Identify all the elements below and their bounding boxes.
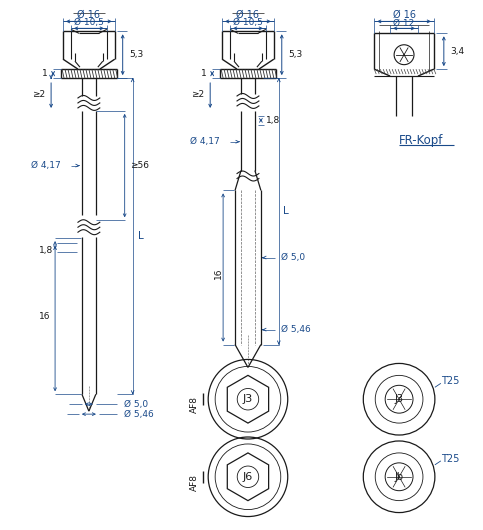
Text: 1: 1: [201, 69, 207, 78]
Text: 1,8: 1,8: [39, 246, 53, 255]
Text: Ø 16: Ø 16: [393, 10, 415, 20]
Text: T25: T25: [441, 454, 459, 464]
Text: T25: T25: [441, 376, 459, 386]
Text: J6: J6: [243, 472, 253, 482]
Text: 16: 16: [39, 312, 50, 321]
Text: J3: J3: [395, 394, 404, 404]
Text: J3: J3: [243, 394, 253, 404]
Text: Ø 5,46: Ø 5,46: [124, 410, 154, 419]
Text: ≥56: ≥56: [129, 161, 149, 170]
Text: 5,3: 5,3: [129, 50, 144, 59]
Text: Ø 12: Ø 12: [394, 19, 415, 28]
Text: 3,4: 3,4: [450, 47, 464, 56]
Text: Ø 4,17: Ø 4,17: [31, 161, 61, 170]
Text: Ø 5,0: Ø 5,0: [281, 253, 305, 262]
Text: 5,3: 5,3: [289, 50, 303, 59]
Text: AF8: AF8: [190, 474, 199, 491]
Text: ≥2: ≥2: [191, 90, 204, 99]
Text: FR-Kopf: FR-Kopf: [399, 134, 443, 147]
Text: L: L: [283, 206, 288, 216]
Text: 16: 16: [213, 268, 223, 279]
Text: 1,8: 1,8: [266, 116, 280, 125]
Text: Ø 5,0: Ø 5,0: [124, 400, 148, 409]
Text: Ø 5,46: Ø 5,46: [281, 325, 311, 334]
Text: Ø 16: Ø 16: [77, 10, 100, 20]
Text: Ø 16: Ø 16: [237, 10, 259, 20]
Text: L: L: [138, 231, 143, 241]
Text: Ø 10,5: Ø 10,5: [74, 18, 104, 27]
Text: 1: 1: [43, 69, 48, 78]
Text: ≥2: ≥2: [32, 90, 45, 99]
Text: Jb: Jb: [395, 472, 404, 482]
Text: Ø 4,17: Ø 4,17: [190, 137, 220, 146]
Text: Ø 10,5: Ø 10,5: [233, 18, 263, 27]
Text: AF8: AF8: [190, 396, 199, 413]
